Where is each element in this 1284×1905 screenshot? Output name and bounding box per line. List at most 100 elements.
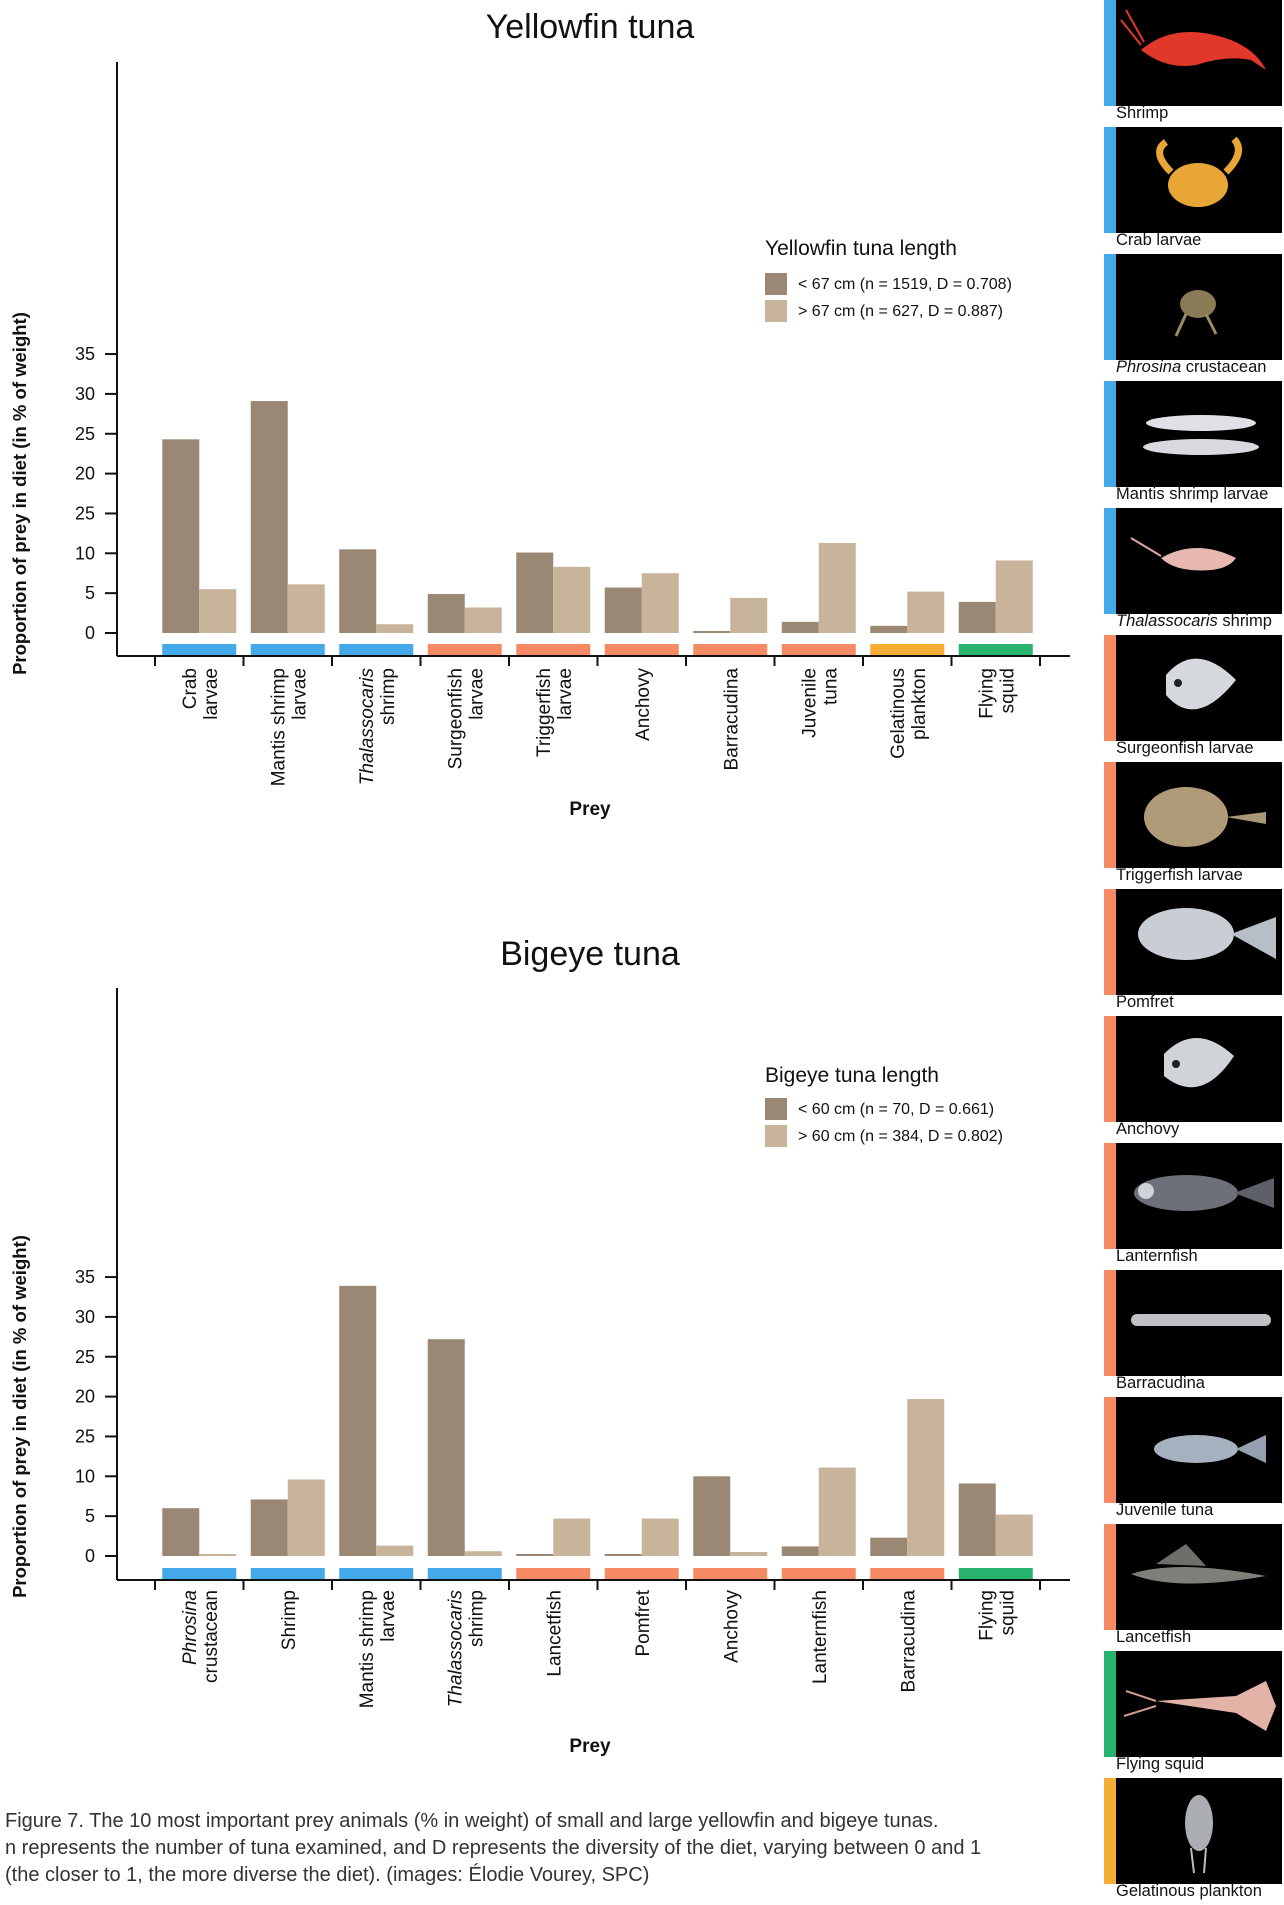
prey-panel: Flying squid: [1104, 1651, 1282, 1778]
bigeye-bar-large: [641, 1518, 679, 1556]
bigeye-y-tick-label: 35: [75, 1267, 95, 1287]
yellowfin-category-label: Crab larvae: [180, 668, 222, 720]
prey-panel: Lanternfish: [1104, 1143, 1282, 1270]
yellowfin-category-label: Mantis shrimp larvae: [268, 668, 310, 786]
surgeonfish-image: [1116, 635, 1282, 741]
bigeye-legend-swatch: [765, 1125, 787, 1147]
yellowfin-x-axis-label: Prey: [569, 799, 611, 820]
yellowfin-prey-group-strip: [250, 644, 325, 655]
prey-panel: Shrimp: [1104, 0, 1282, 127]
barracudina-image: [1116, 1270, 1282, 1376]
bigeye-bar-small: [958, 1483, 996, 1556]
lanternfish-image: [1116, 1143, 1282, 1249]
yellowfin-prey-group-strip: [870, 644, 945, 655]
bigeye-category-label-line: squid: [997, 1590, 1018, 1635]
yellowfin-y-tick-label: 5: [85, 583, 95, 603]
bigeye-legend-label: > 60 cm (n = 384, D = 0.802): [798, 1128, 1003, 1145]
yellowfin-category-label-line: Anchovy: [633, 668, 654, 741]
prey-group-stripe: [1104, 381, 1116, 487]
yellowfin-category-label-line: Mantis shrimp: [268, 668, 289, 786]
yellowfin-category-label: Barracudina: [721, 668, 742, 771]
prey-group-stripe: [1104, 889, 1116, 995]
flying-squid-image: [1116, 1651, 1282, 1757]
bigeye-category-label: Lanternfish: [810, 1590, 831, 1684]
bigeye-category-label: Anchovy: [721, 1590, 742, 1663]
bigeye-bar-large: [818, 1467, 856, 1556]
bigeye-bar-small: [604, 1554, 642, 1556]
prey-panel-label: Barracudina: [1116, 1374, 1205, 1392]
prey-panel-label: Lancetfish: [1116, 1628, 1192, 1646]
prey-panel-label: Shrimp: [1116, 104, 1169, 122]
bigeye-legend-title: Bigeye tuna length: [765, 1064, 939, 1087]
prey-panel-label: Pomfret: [1116, 993, 1174, 1011]
yellowfin-y-tick-label: 30: [75, 384, 95, 404]
prey-group-stripe: [1104, 762, 1116, 868]
bigeye-bar-large: [553, 1518, 591, 1556]
bigeye-category-label: Thalassocaris shrimp: [445, 1590, 487, 1708]
yellowfin-bar-large: [287, 584, 325, 633]
bigeye-prey-group-strip: [339, 1568, 414, 1579]
prey-panel-label: Flying squid: [1116, 1755, 1205, 1773]
gelatinous-plankton-image: [1116, 1778, 1282, 1884]
shrimp-image: [1116, 0, 1282, 106]
bigeye-y-tick-label: 30: [75, 1307, 95, 1327]
yellowfin-legend-title: Yellowfin tuna length: [765, 237, 957, 260]
prey-panel: Crab larvae: [1104, 127, 1282, 254]
yellowfin-category-label: Flying squid: [976, 668, 1018, 719]
yellowfin-bar-large: [553, 566, 591, 633]
prey-panel-label: Surgeonfish larvae: [1116, 739, 1254, 757]
bigeye-bar-large: [907, 1398, 945, 1556]
prey-group-stripe: [1104, 127, 1116, 233]
yellowfin-bar-small: [870, 625, 908, 633]
yellowfin-legend-label: > 67 cm (n = 627, D = 0.887): [798, 303, 1003, 320]
prey-panel: Juvenile tuna: [1104, 1397, 1282, 1524]
bigeye-prey-group-strip: [250, 1568, 325, 1579]
yellowfin-category-label-line: larvae: [466, 668, 487, 720]
prey-panel-label: Triggerfish larvae: [1116, 866, 1243, 884]
bigeye-bar-small: [427, 1339, 465, 1556]
bigeye-y-tick-label: 5: [85, 1506, 95, 1526]
triggerfish-image: [1116, 762, 1282, 868]
yellowfin-bar-large: [730, 597, 768, 633]
bigeye-prey-group-strip: [604, 1568, 679, 1579]
bigeye-category-label-line: crustacean: [201, 1590, 222, 1683]
yellowfin-legend-swatch: [765, 300, 787, 322]
bigeye-y-tick-label: 25: [75, 1426, 95, 1446]
yellowfin-category-label-line: Thalassocaris: [357, 668, 378, 786]
yellowfin-category-label-line: Flying: [976, 668, 997, 719]
yellowfin-prey-group-strip: [604, 644, 679, 655]
bigeye-category-label-line: Lanternfish: [810, 1590, 831, 1684]
bigeye-y-tick-label: 20: [75, 1387, 95, 1407]
juvenile-tuna-image: [1116, 1397, 1282, 1503]
yellowfin-category-label-line: Barracudina: [721, 668, 742, 771]
bigeye-category-label-line: Mantis shrimp: [357, 1590, 378, 1708]
bigeye-category-label: Phrosina crustacean: [180, 1590, 222, 1683]
bigeye-legend-label: < 60 cm (n = 70, D = 0.661): [798, 1101, 994, 1118]
prey-panel-label: Phrosina crustacean: [1116, 358, 1267, 376]
bigeye-prey-group-strip: [427, 1568, 502, 1579]
yellowfin-category-label-line: larvae: [201, 668, 222, 720]
yellowfin-category-label: Thalassocaris shrimp: [357, 668, 399, 786]
prey-group-stripe: [1104, 635, 1116, 741]
bigeye-bar-large: [995, 1514, 1033, 1556]
yellowfin-bar-large: [199, 589, 237, 633]
prey-panel-label: Juvenile tuna: [1116, 1501, 1214, 1519]
bigeye-chart: Bigeye tuna 0 5 10 25 20 25 30 35 Proportion of p…: [9, 935, 1070, 1757]
anchovy-image: [1116, 1016, 1282, 1122]
bigeye-legend-swatch: [765, 1098, 787, 1120]
prey-panel: Mantis shrimp larvae: [1104, 381, 1282, 508]
yellowfin-category-label-line: larvae: [289, 668, 310, 720]
bigeye-bar-small: [781, 1546, 819, 1556]
bigeye-category-label-line: larvae: [378, 1590, 399, 1642]
prey-panel: Thalassocaris shrimp: [1104, 508, 1282, 635]
yellowfin-bar-small: [162, 439, 200, 633]
yellowfin-category-label-line: larvae: [555, 668, 576, 720]
yellowfin-bar-large: [907, 591, 945, 633]
yellowfin-bar-large: [818, 542, 856, 633]
yellowfin-category-label-line: plankton: [909, 668, 930, 740]
yellowfin-bar-small: [250, 401, 288, 633]
yellowfin-y-tick-label: 25: [75, 424, 95, 444]
yellowfin-bar-large: [995, 560, 1033, 633]
prey-panel: Gelatinous plankton: [1104, 1778, 1282, 1905]
crab-larvae-image: [1116, 127, 1282, 233]
